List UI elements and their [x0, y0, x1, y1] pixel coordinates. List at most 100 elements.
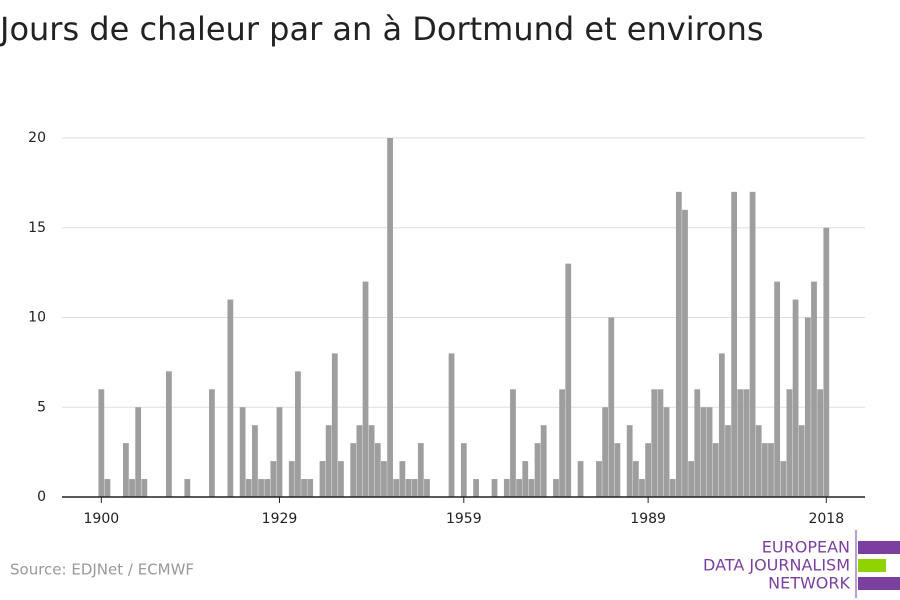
bar: [448, 353, 455, 497]
y-tick-label: 20: [28, 130, 46, 146]
x-tick-label: 1900: [84, 511, 120, 527]
bar: [270, 461, 277, 497]
bar: [245, 479, 252, 497]
bar: [614, 443, 621, 497]
bar: [166, 371, 172, 497]
bar: [252, 425, 258, 497]
bar: [141, 479, 148, 497]
y-tick-label: 10: [28, 310, 46, 326]
bar: [675, 191, 682, 497]
bar: [135, 407, 142, 497]
bar: [417, 443, 424, 497]
logo-text: NETWORK: [768, 574, 850, 593]
bar: [319, 461, 326, 497]
source: Source: EDJNet / ECMWF: [10, 561, 194, 579]
bar: [608, 317, 615, 497]
bar: [288, 461, 295, 497]
bar: [718, 353, 725, 497]
bar: [405, 479, 412, 497]
bar: [510, 389, 516, 497]
x-tick-label: 2018: [808, 511, 844, 527]
chart-title: Jours de chaleur par an à Dortmund et en…: [0, 10, 764, 48]
bar: [516, 479, 522, 497]
bar: [307, 479, 314, 497]
bar: [657, 389, 664, 497]
bar: [632, 461, 639, 497]
bar: [387, 138, 393, 497]
logo-text: EUROPEAN: [762, 538, 850, 557]
bar: [737, 389, 744, 497]
bar: [411, 479, 418, 497]
bar: [645, 443, 652, 497]
bar: [626, 425, 633, 497]
bar: [774, 281, 781, 497]
bar: [804, 317, 811, 497]
bar: [209, 389, 215, 497]
bar: [596, 461, 602, 497]
bar: [553, 479, 559, 497]
bar: [104, 479, 111, 497]
bar: [768, 443, 774, 497]
bar: [694, 389, 701, 497]
bar: [682, 209, 688, 498]
bar: [258, 479, 264, 497]
bar: [331, 353, 338, 497]
bar: [534, 443, 541, 497]
bar: [577, 461, 584, 497]
bar: [540, 425, 547, 497]
bar: [811, 281, 817, 497]
bar: [780, 461, 787, 497]
bar: [669, 479, 676, 497]
bar: [325, 425, 332, 497]
bar: [301, 479, 307, 497]
bar: [663, 407, 670, 497]
bar: [731, 191, 738, 497]
bar: [798, 425, 805, 497]
bar: [184, 479, 191, 497]
bar: [559, 389, 565, 497]
bar: [424, 479, 430, 497]
bar: [712, 443, 719, 497]
bar: [338, 461, 344, 497]
bar: [565, 263, 572, 497]
bar: [817, 389, 824, 497]
bar: [123, 443, 129, 497]
x-tick-label: 1959: [446, 511, 482, 527]
x-tick-label: 1929: [262, 511, 298, 527]
bar: [264, 479, 271, 497]
bar: [823, 227, 830, 497]
bar: [639, 479, 645, 497]
logo-bar: [858, 577, 900, 590]
bar: [792, 299, 799, 497]
bar: [362, 281, 369, 497]
logo-bar: [858, 559, 886, 572]
bar: [239, 407, 246, 497]
bar: [503, 479, 510, 497]
bar: [755, 425, 762, 497]
bar: [473, 479, 479, 497]
bar: [528, 479, 535, 497]
y-tick-label: 15: [28, 220, 46, 236]
bar: [749, 191, 756, 497]
bar: [602, 407, 609, 497]
bar: [460, 443, 467, 497]
bar: [393, 479, 400, 497]
bar: [491, 479, 498, 497]
bar: [700, 407, 707, 497]
logo-text: DATA JOURNALISM: [703, 556, 850, 575]
bar: [743, 389, 750, 497]
bar: [356, 425, 363, 497]
bar: [98, 389, 105, 497]
y-tick-label: 5: [37, 399, 46, 415]
bar: [399, 461, 406, 497]
bar: [374, 443, 381, 497]
bar: [368, 425, 375, 497]
bar: [761, 443, 768, 497]
bar: [688, 461, 695, 497]
bar: [522, 461, 529, 497]
y-tick-label: 0: [37, 489, 46, 505]
bar: [725, 425, 731, 497]
bar: [350, 443, 357, 497]
bar: [227, 299, 234, 497]
